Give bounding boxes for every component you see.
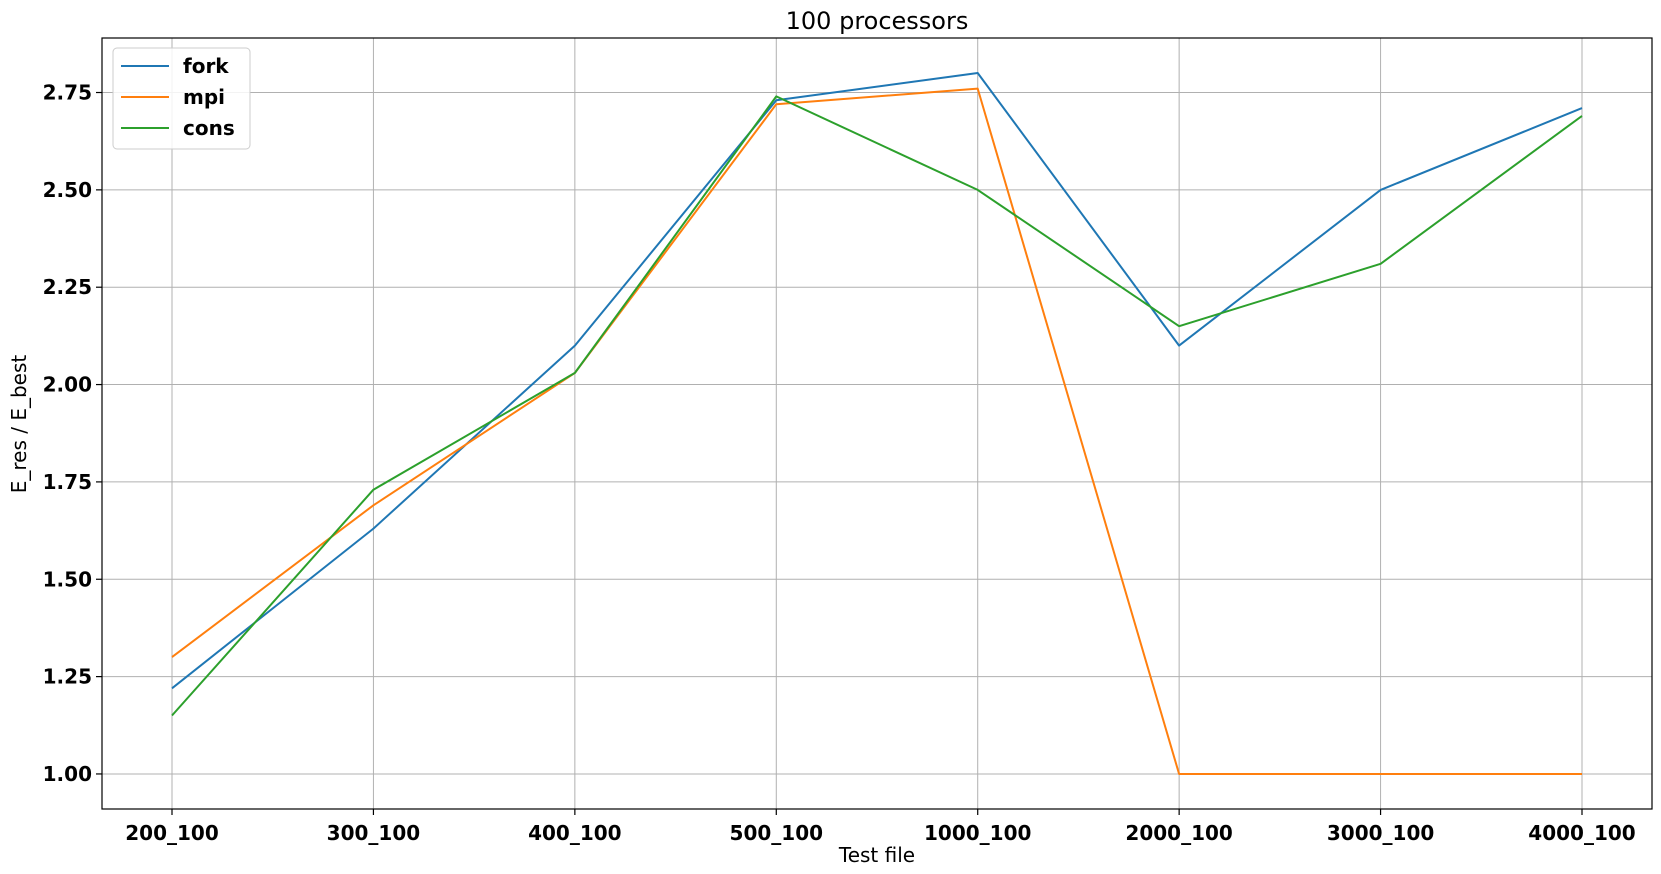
y-tick-label: 2.25 <box>43 275 92 299</box>
y-tick-label: 2.75 <box>43 81 92 105</box>
x-tick-label: 400_100 <box>528 821 622 845</box>
plot-frame <box>101 37 1653 810</box>
legend-box <box>112 47 251 150</box>
y-axis: 1.00 1.25 1.50 1.75 2.00 2.25 2.50 2.75 <box>43 81 102 786</box>
series-line-fork <box>171 72 1583 690</box>
legend: fork mpi cons <box>112 47 251 150</box>
y-tick-label: 1.25 <box>43 665 92 689</box>
legend-entry-cons: cons <box>183 116 235 140</box>
series-line-cons <box>171 95 1583 717</box>
series-lines <box>171 72 1583 775</box>
x-axis-label: Test file <box>838 843 915 867</box>
series-line-mpi <box>171 87 1582 775</box>
grid <box>102 38 1652 809</box>
y-axis-label: E_res / E_best <box>7 355 31 494</box>
x-tick-label: 300_100 <box>327 821 421 845</box>
y-tick-label: 1.50 <box>43 567 92 591</box>
x-tick-label: 3000_100 <box>1327 821 1434 845</box>
legend-entry-fork: fork <box>183 54 229 78</box>
x-tick-label: 4000_100 <box>1528 821 1635 845</box>
x-tick-label: 200_100 <box>125 821 219 845</box>
x-tick-label: 1000_100 <box>924 821 1031 845</box>
x-tick-label: 2000_100 <box>1125 821 1232 845</box>
legend-entry-mpi: mpi <box>183 85 225 109</box>
y-tick-label: 2.00 <box>43 373 92 397</box>
y-tick-label: 2.50 <box>43 178 92 202</box>
x-tick-label: 500_100 <box>730 821 824 845</box>
x-axis: 200_100 300_100 400_100 500_100 1000_100 2000… <box>125 809 1636 845</box>
y-tick-label: 1.75 <box>43 470 92 494</box>
chart-title: 100 processors <box>786 7 969 35</box>
y-tick-label: 1.00 <box>43 762 92 786</box>
